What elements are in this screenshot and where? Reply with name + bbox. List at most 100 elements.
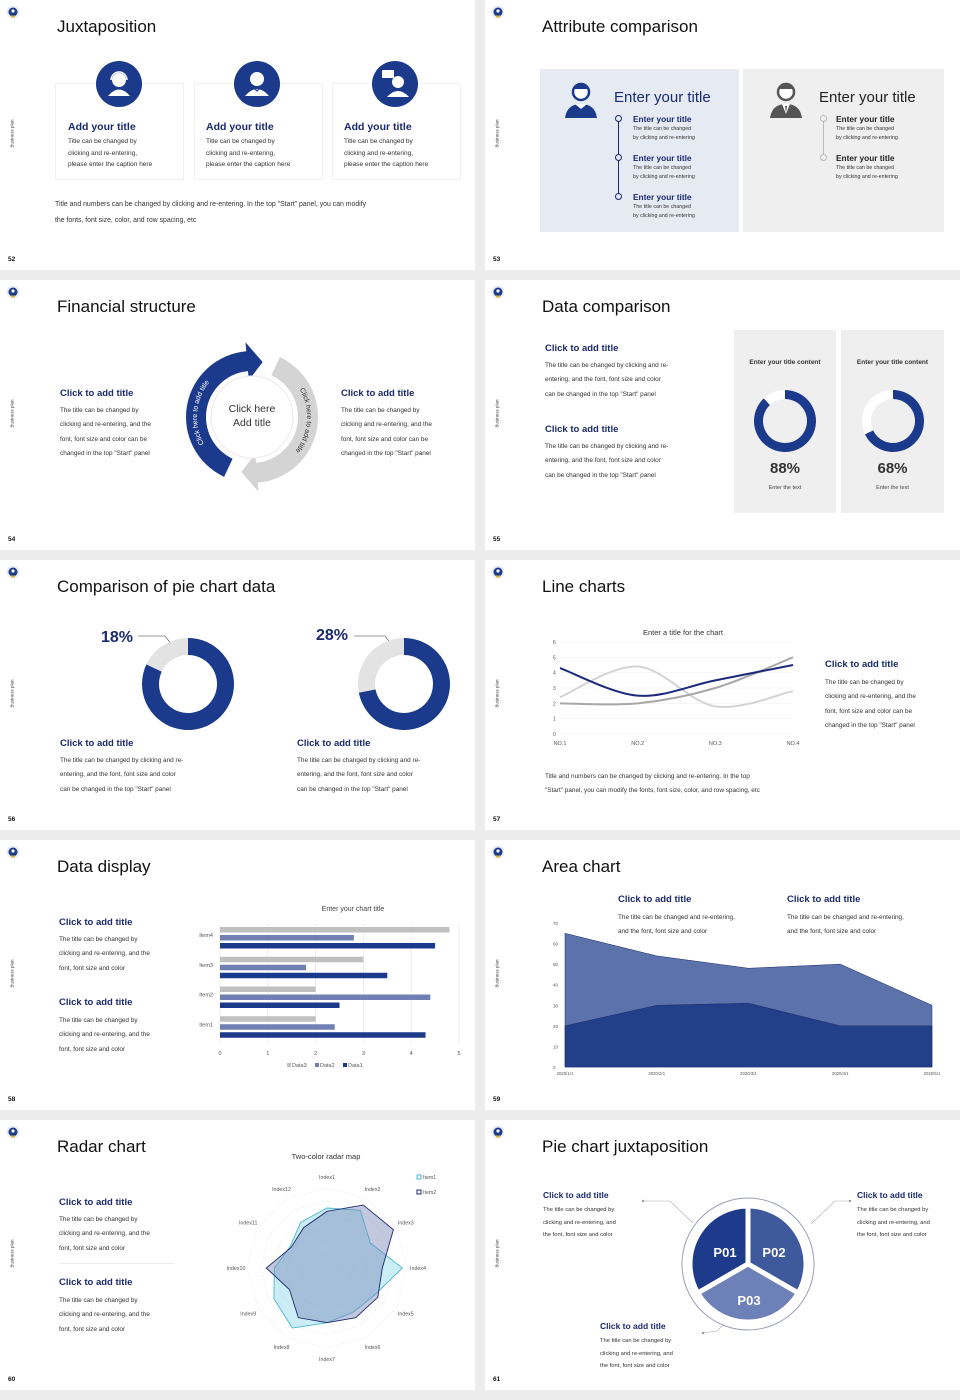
block-title[interactable]: Click to add title (545, 424, 619, 435)
divider (59, 1263, 174, 1264)
item-body[interactable]: The title can be changed by clicking and… (297, 757, 421, 793)
bar-data2-item4 (220, 935, 354, 941)
side-body[interactable]: The title can be changed by clicking and… (825, 679, 916, 730)
right-title[interactable]: Click to add title (341, 388, 415, 399)
block-body[interactable]: The title can be changed by clicking and… (59, 1017, 150, 1053)
category-label: Item1 (199, 1022, 213, 1028)
chart-title[interactable]: Enter your chart title (322, 906, 385, 913)
slide-title[interactable]: Attribute comparison (542, 17, 698, 36)
item-title[interactable]: Enter your title (836, 114, 895, 124)
slide-title[interactable]: Financial structure (57, 297, 196, 316)
left-panel-heading[interactable]: Enter your title (614, 89, 711, 106)
slide-53[interactable]: Business plan Attribute comparison Enter… (485, 0, 960, 270)
axis-label: Index9 (240, 1312, 256, 1318)
card-title[interactable]: Add your title (344, 121, 412, 133)
item-body[interactable]: The title can be changed by clicking and… (633, 204, 695, 219)
card-body[interactable]: Title can be changed by clicking and re-… (206, 138, 291, 169)
left-title[interactable]: Click to add title (60, 388, 134, 399)
block-body[interactable]: The title can be changed and re-entering… (787, 914, 904, 936)
item-title[interactable]: Enter your title (633, 192, 692, 202)
area-chart[interactable]: 0 10 20 30 40 50 60 70 2020/1/1 2020/2/1 2020/3/1 2… (485, 840, 960, 1110)
panel-heading[interactable]: Enter your title content (749, 359, 821, 366)
percentage-label: 18% (101, 629, 134, 646)
block-body[interactable]: The title can be changed by clicking and… (857, 1207, 930, 1239)
slide-title[interactable]: Area chart (542, 857, 621, 876)
navy-cycle-arrow[interactable] (186, 342, 263, 477)
panel-caption[interactable]: Enter the text (768, 485, 802, 491)
legend-label: Data2 (320, 1063, 335, 1069)
block-body[interactable]: The title can be changed by clicking and… (600, 1338, 673, 1370)
block-body[interactable]: The title can be changed by clicking and… (59, 1216, 150, 1252)
block-body[interactable]: The title can be changed by clicking and… (59, 1297, 150, 1333)
card-body[interactable]: Title can be changed by clicking and re-… (68, 138, 153, 169)
line-chart[interactable]: Enter a title for the chart 0 1 2 3 4 5 6 NO.1 N… (485, 560, 960, 830)
block-title[interactable]: Click to add title (857, 1190, 923, 1200)
item-title[interactable]: Click to add title (60, 738, 134, 749)
block-title[interactable]: Click to add title (59, 1277, 133, 1288)
block-body[interactable]: The title can be changed by clicking and… (543, 1207, 616, 1239)
panel-caption[interactable]: Enter the text (876, 485, 909, 491)
block-body[interactable]: The title can be changed and re-entering… (618, 914, 735, 936)
item-body[interactable]: The title can be changed by clicking and… (836, 126, 898, 141)
panel-heading[interactable]: Enter your title content (856, 359, 929, 366)
slide-title[interactable]: Line charts (542, 577, 626, 596)
right-body[interactable]: The title can be changed by clicking and… (341, 407, 432, 458)
donut-main-arc (142, 638, 234, 730)
slide-60[interactable]: Business plan Radar chart Click to add t… (0, 1120, 475, 1390)
block-title[interactable]: Click to add title (618, 894, 692, 905)
item-body[interactable]: The title can be changed by clicking and… (836, 165, 898, 180)
slide-55[interactable]: Business plan Data comparison Click to a… (485, 280, 960, 550)
slide-57[interactable]: Business plan Line charts Enter a title … (485, 560, 960, 830)
bar-chart[interactable]: Enter your chart title 0 1 2 3 4 5 Item1 Item2 I… (0, 840, 475, 1110)
item-body[interactable]: The title can be changed by clicking and… (633, 165, 695, 180)
slide-58[interactable]: Business plan Data display Click to add … (0, 840, 475, 1110)
y-tick-label: 4 (553, 671, 556, 677)
note-text[interactable]: Title and numbers can be changed by clic… (55, 201, 367, 224)
center-circle[interactable] (210, 375, 294, 459)
block-body[interactable]: The title can be changed by clicking and… (59, 936, 150, 972)
gray-cycle-arrow[interactable] (241, 357, 318, 492)
slide-title[interactable]: Juxtaposition (57, 17, 157, 36)
radar-chart[interactable]: Two-color radar map Index1 Index2 Index3 In… (0, 1120, 475, 1390)
card-title[interactable]: Add your title (68, 121, 136, 133)
left-body[interactable]: The title can be changed by clicking and… (60, 407, 151, 458)
block-title[interactable]: Click to add title (59, 997, 133, 1008)
slide-54[interactable]: Business plan Financial structure Click … (0, 280, 475, 550)
block-title[interactable]: Click to add title (545, 343, 619, 354)
card-body[interactable]: Title can be changed by clicking and re-… (344, 138, 429, 169)
item-title[interactable]: Enter your title (633, 114, 692, 124)
note-text[interactable]: Title and numbers can be changed by clic… (545, 773, 760, 795)
slide-title[interactable]: Data comparison (542, 297, 671, 316)
item-title[interactable]: Enter your title (633, 153, 692, 163)
block-title[interactable]: Click to add title (787, 894, 861, 905)
side-title[interactable]: Click to add title (825, 659, 899, 670)
bar-data2-item3 (220, 964, 307, 971)
slide-52[interactable]: Business plan Juxtaposition Add your tit… (0, 0, 475, 270)
slide-56[interactable]: Business plan Comparison of pie chart da… (0, 560, 475, 830)
chart-title[interactable]: Enter a title for the chart (643, 628, 724, 637)
chart-title[interactable]: Two-color radar map (292, 1152, 361, 1161)
slide-title[interactable]: Pie chart juxtaposition (542, 1137, 709, 1156)
male-person-icon (770, 82, 802, 118)
center-label[interactable]: Click here Add title (228, 403, 276, 429)
slide-title[interactable]: Data display (57, 857, 151, 876)
item-title[interactable]: Click to add title (297, 738, 371, 749)
slide-title[interactable]: Radar chart (57, 1137, 146, 1156)
right-panel-heading[interactable]: Enter your title (819, 89, 916, 106)
block-title[interactable]: Click to add title (59, 1197, 133, 1208)
card-title[interactable]: Add your title (206, 121, 274, 133)
item-body[interactable]: The title can be changed by clicking and… (633, 126, 695, 141)
axis-label: Index12 (272, 1187, 291, 1193)
block-title[interactable]: Click to add title (59, 917, 133, 928)
block-body[interactable]: The title can be changed by clicking and… (545, 443, 669, 479)
line-series-3 (559, 656, 794, 706)
block-title[interactable]: Click to add title (600, 1321, 666, 1331)
slide-59[interactable]: Business plan Area chart 0 10 20 30 40 50 60 70… (485, 840, 960, 1110)
block-title[interactable]: Click to add title (543, 1190, 609, 1200)
radar-gridring (300, 1241, 354, 1295)
slide-title[interactable]: Comparison of pie chart data (57, 577, 276, 596)
slide-61[interactable]: Business plan Pie chart juxtaposition P0… (485, 1120, 960, 1390)
item-title[interactable]: Enter your title (836, 153, 895, 163)
block-body[interactable]: The title can be changed by clicking and… (545, 362, 669, 398)
item-body[interactable]: The title can be changed by clicking and… (60, 757, 184, 793)
